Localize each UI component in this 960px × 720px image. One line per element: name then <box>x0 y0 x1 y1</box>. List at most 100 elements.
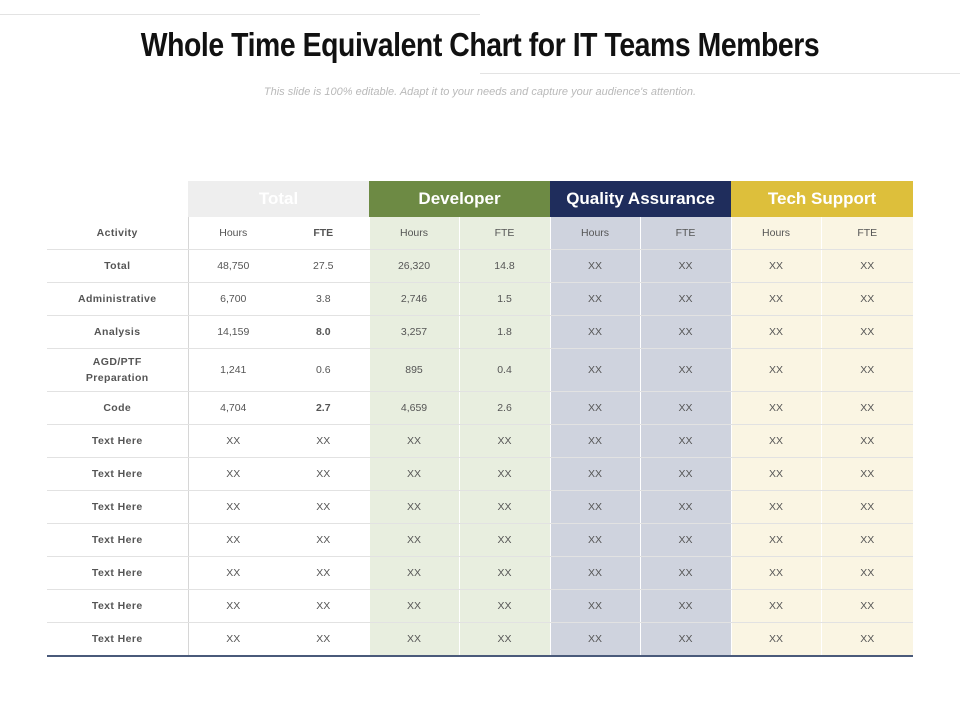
sub-header-cell: FTE <box>278 217 370 250</box>
table-cell: 1,241 <box>188 348 278 392</box>
table-cell: XX <box>549 391 641 425</box>
table-cell: XX <box>278 589 370 623</box>
table-cell: 6,700 <box>188 282 278 316</box>
table-cell: 0.6 <box>278 348 370 392</box>
table-row: Text Here XX XX XX XX XX XX XX XX <box>47 523 914 557</box>
table-row: Code 4,704 2.7 4,659 2.6 XX XX XX XX <box>47 391 914 425</box>
table-cell: XX <box>368 523 460 557</box>
table-cell: XX <box>820 249 914 283</box>
table-cell: XX <box>549 282 641 316</box>
table-cell: XX <box>820 348 914 392</box>
table-cell: 3,257 <box>368 315 460 349</box>
header-corner <box>47 181 188 217</box>
table-cell: XX <box>639 457 732 491</box>
row-label: Text Here <box>47 424 189 458</box>
sub-header-cell: FTE <box>639 217 732 250</box>
table-cell: XX <box>458 556 551 590</box>
table-cell: XX <box>458 523 551 557</box>
row-label: Text Here <box>47 490 189 524</box>
table-cell: XX <box>820 589 914 623</box>
group-header-developer: Developer <box>369 181 551 217</box>
table-cell: XX <box>820 556 914 590</box>
table-cell: XX <box>730 315 822 349</box>
table-cell: XX <box>278 424 370 458</box>
table-cell: XX <box>549 589 641 623</box>
table-cell: XX <box>639 348 732 392</box>
sub-header-cell: FTE <box>458 217 551 250</box>
table-cell: 895 <box>368 348 460 392</box>
table-cell: XX <box>730 457 822 491</box>
row-label: Text Here <box>47 457 189 491</box>
table-row: Analysis 14,159 8.0 3,257 1.8 XX XX XX XX <box>47 315 914 349</box>
row-label: AGD/PTF Preparation <box>47 348 189 392</box>
table-cell: XX <box>820 282 914 316</box>
table-cell: XX <box>639 249 732 283</box>
group-header-row: Total Developer Quality Assurance Tech S… <box>47 181 914 217</box>
page-subtitle: This slide is 100% editable. Adapt it to… <box>263 86 697 98</box>
table-cell: XX <box>549 457 641 491</box>
table-cell: 26,320 <box>368 249 460 283</box>
group-header-total: Total <box>188 181 370 217</box>
row-label: Text Here <box>47 622 189 657</box>
table-cell: XX <box>639 282 732 316</box>
table-cell: XX <box>730 391 822 425</box>
table-cell: 3.8 <box>278 282 370 316</box>
table-cell: XX <box>368 622 460 657</box>
table-cell: XX <box>730 282 822 316</box>
table-cell: XX <box>188 490 278 524</box>
row-label: Text Here <box>47 589 189 623</box>
table-cell: XX <box>188 622 278 657</box>
table-row: Text Here XX XX XX XX XX XX XX XX <box>47 424 914 458</box>
table-cell: 2.6 <box>458 391 551 425</box>
table-cell: XX <box>188 424 278 458</box>
table-cell: XX <box>458 589 551 623</box>
table-cell: 14.8 <box>458 249 551 283</box>
table-row: Total 48,750 27.5 26,320 14.8 XX XX XX XX <box>47 249 914 283</box>
table-cell: XX <box>820 490 914 524</box>
table-row: AGD/PTF Preparation 1,241 0.6 895 0.4 XX XX XX XX <box>47 348 914 392</box>
table-cell: XX <box>188 589 278 623</box>
table-cell: 4,704 <box>188 391 278 425</box>
table-cell: XX <box>368 457 460 491</box>
table-cell: XX <box>368 589 460 623</box>
table-cell: 4,659 <box>368 391 460 425</box>
group-header-quality-assurance: Quality Assurance <box>550 181 732 217</box>
table-cell: XX <box>639 622 732 657</box>
table-cell: XX <box>820 315 914 349</box>
table-cell: XX <box>730 348 822 392</box>
table-cell: XX <box>549 249 641 283</box>
table-cell: XX <box>278 490 370 524</box>
decorative-line-left <box>0 14 480 15</box>
sub-header-cell: Hours <box>368 217 460 250</box>
table-cell: XX <box>549 622 641 657</box>
table-cell: XX <box>458 457 551 491</box>
table-row: Text Here XX XX XX XX XX XX XX XX <box>47 556 914 590</box>
table-cell: XX <box>639 523 732 557</box>
table-row: Text Here XX XX XX XX XX XX XX XX <box>47 589 914 623</box>
table-cell: XX <box>820 424 914 458</box>
table-cell: 27.5 <box>278 249 370 283</box>
table-cell: XX <box>730 490 822 524</box>
sub-header-cell: Hours <box>730 217 822 250</box>
table-cell: XX <box>458 490 551 524</box>
table-cell: 14,159 <box>188 315 278 349</box>
table-cell: XX <box>820 523 914 557</box>
table-cell: XX <box>549 490 641 524</box>
table-cell: 1.5 <box>458 282 551 316</box>
table-cell: XX <box>730 589 822 623</box>
table-cell: 0.4 <box>458 348 551 392</box>
group-header-tech-support: Tech Support <box>731 181 914 217</box>
table-cell: XX <box>549 424 641 458</box>
table-cell: XX <box>549 348 641 392</box>
table-cell: XX <box>820 391 914 425</box>
row-label: Administrative <box>47 282 189 316</box>
table-row: Administrative 6,700 3.8 2,746 1.5 XX XX XX XX <box>47 282 914 316</box>
sub-header-row: Activity Hours FTE Hours FTE Hours FTE H… <box>47 217 914 250</box>
table-cell: XX <box>278 523 370 557</box>
table-row: Text Here XX XX XX XX XX XX XX XX <box>47 622 914 657</box>
row-label: Code <box>47 391 189 425</box>
activity-header: Activity <box>47 217 189 250</box>
table-cell: XX <box>549 523 641 557</box>
table-cell: XX <box>639 589 732 623</box>
table-cell: XX <box>368 556 460 590</box>
